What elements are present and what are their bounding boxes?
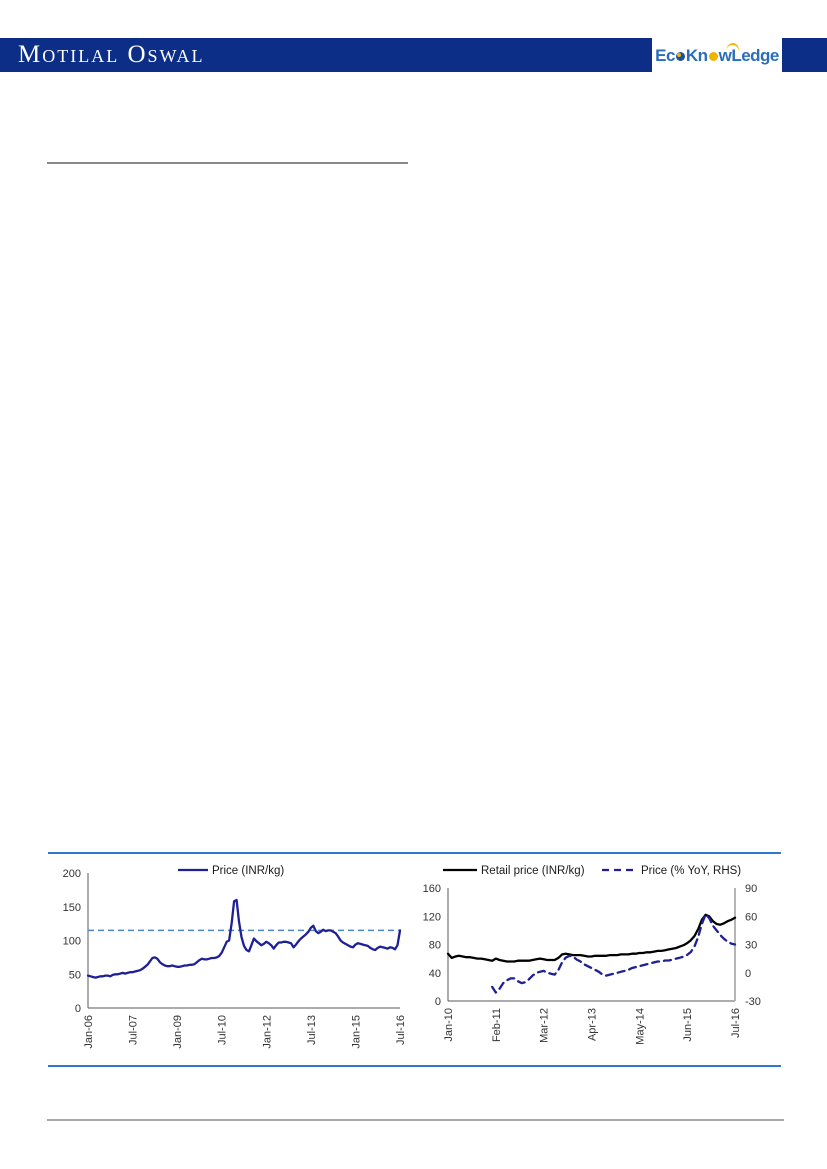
y-axis-tick-label: 50 [69,969,81,981]
sun-dot-icon [708,52,718,61]
x-axis-tick-label: Jul-10 [217,1015,229,1045]
y-axis-tick-label: 0 [435,996,441,1008]
x-axis-tick-label: Jan-10 [443,1008,455,1042]
charts-section-bottom-rule [48,1065,781,1067]
x-axis-tick-label: Jun-15 [682,1008,694,1042]
series-line [446,913,737,963]
y-axis-tick-label: 200 [63,868,81,880]
series-line [491,913,737,994]
logo-text-part: Ledge [731,45,779,65]
x-axis-tick-label: Mar-12 [539,1008,551,1043]
retail-price-yoy-chart: 0 40 80 120 160 -30 0 30 60 90 Jan-10 Feb-11 Mar-12 A… [423,865,761,1045]
legend-label: Price (INR/kg) [212,865,284,877]
x-axis-tick-label: May-14 [634,1008,646,1045]
x-axis-tick-label: Feb-11 [491,1008,503,1042]
x-axis-tick-label: Jan-15 [350,1015,362,1049]
x-axis-tick-label: Jul-07 [128,1015,140,1045]
legend-label: Price (% YoY, RHS) [641,865,741,877]
y-axis-tick-label: 100 [63,936,81,948]
y-axis-tick-label: 80 [429,940,441,952]
secondary-y-axis-tick-label: 0 [745,968,751,980]
y-axis-tick-label: 0 [75,1003,81,1015]
x-axis-tick-label: Jul-16 [730,1008,742,1038]
brand-wordmark: Motilal Oswal [18,41,205,68]
secondary-y-axis-tick-label: 60 [745,911,757,923]
title-underline-rule [47,162,408,164]
secondary-y-axis-tick-label: 30 [745,940,757,952]
x-axis-tick-label: Jan-06 [83,1015,95,1049]
series-line [86,898,402,979]
globe-icon [675,52,685,61]
x-axis-tick-label: Jul-13 [306,1015,318,1045]
logo-text-part: Ec [655,45,675,65]
x-axis-tick-label: Apr-13 [587,1008,599,1041]
header-bar: Motilal Oswal Ec Kn w Ledge [0,38,827,72]
x-axis-tick-label: Jul-16 [395,1015,407,1045]
x-axis-tick-label: Jan-09 [172,1015,184,1049]
y-axis-tick-label: 40 [429,968,441,980]
secondary-y-axis-tick-label: -30 [745,996,761,1008]
y-axis-tick-label: 120 [423,911,441,923]
y-axis-tick-label: 160 [423,883,441,895]
x-axis-tick-label: Jan-12 [261,1015,273,1049]
footer-rule [47,1119,784,1121]
ecoknowledge-logo-box: Ec Kn w Ledge [652,38,782,72]
wholesale-price-chart: 0 50 100 150 200 Jan-06 Jul-07 Jan-09 Jul-10 Jan-… [63,865,407,1049]
ecoknowledge-logo: Ec Kn w Ledge [655,47,779,64]
legend-label: Retail price (INR/kg) [481,865,585,877]
secondary-y-axis-tick-label: 90 [745,883,757,895]
logo-swoosh-icon: Ledge [731,47,779,64]
y-axis-tick-label: 150 [63,902,81,914]
charts-section-top-rule [48,852,781,854]
logo-text-part: Kn [685,45,708,65]
